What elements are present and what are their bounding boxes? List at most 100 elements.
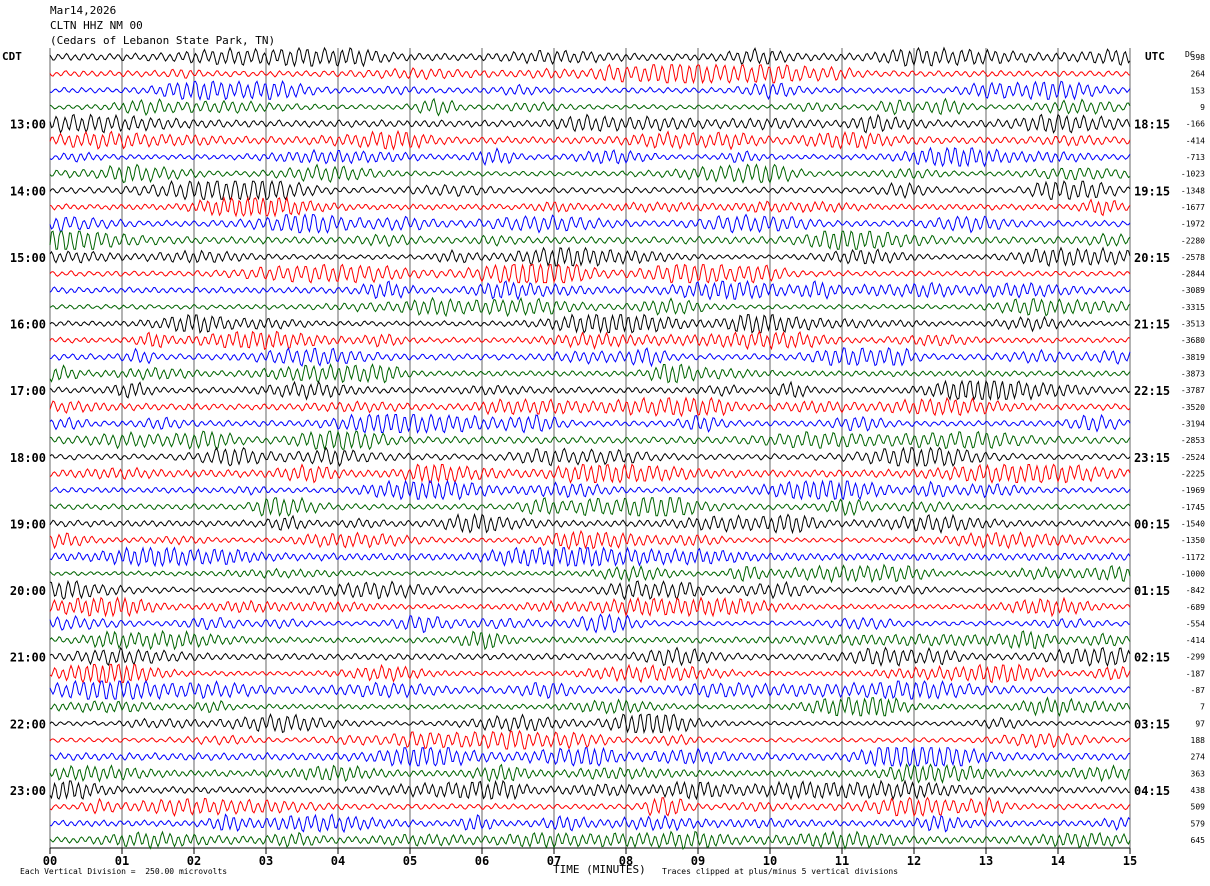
left-time-label: 16:00 bbox=[10, 318, 46, 332]
x-tick-label: 03 bbox=[259, 854, 273, 868]
left-time-label: 21:00 bbox=[10, 651, 46, 665]
dc-offset-value: -1677 bbox=[1181, 203, 1205, 212]
right-time-label: 04:15 bbox=[1134, 784, 1170, 798]
seismic-trace bbox=[49, 63, 1131, 85]
x-tick-label: 04 bbox=[331, 854, 345, 868]
dc-offset-value: 398 bbox=[1191, 53, 1206, 62]
dc-offset-value: -2280 bbox=[1181, 236, 1205, 245]
x-tick-labels: 00 01 02 03 04 05 06 07 08 09 10 11 12 13 14 15 bbox=[43, 854, 1137, 868]
right-time-label: 21:15 bbox=[1134, 318, 1170, 332]
dc-offset-value: 438 bbox=[1191, 786, 1206, 795]
dc-offset-value: -689 bbox=[1186, 603, 1205, 612]
dc-offset-value: 97 bbox=[1195, 719, 1205, 728]
dc-offset-value: -3787 bbox=[1181, 386, 1205, 395]
seismic-trace bbox=[49, 379, 1131, 401]
seismic-trace bbox=[49, 97, 1131, 117]
left-timezone-label: CDT bbox=[2, 50, 22, 63]
seismic-trace bbox=[49, 46, 1131, 68]
dc-offset-value: -3819 bbox=[1181, 353, 1205, 362]
right-time-label: 22:15 bbox=[1134, 384, 1170, 398]
seismic-trace bbox=[49, 246, 1131, 267]
left-time-label: 17:00 bbox=[10, 384, 46, 398]
seismic-trace bbox=[49, 713, 1131, 735]
dc-offset-value: 188 bbox=[1191, 736, 1206, 745]
left-time-label: 14:00 bbox=[10, 184, 46, 198]
seismic-trace bbox=[49, 613, 1131, 634]
dc-offset-value: -3194 bbox=[1181, 420, 1205, 429]
dc-offset-value: 7 bbox=[1200, 703, 1205, 712]
x-tick-label: 06 bbox=[475, 854, 489, 868]
seismic-trace bbox=[49, 529, 1131, 551]
seismic-trace bbox=[49, 313, 1131, 334]
left-time-label: 20:00 bbox=[10, 584, 46, 598]
seismic-trace bbox=[49, 663, 1131, 684]
dc-offset-value: -713 bbox=[1186, 153, 1205, 162]
dc-offset-value: -3089 bbox=[1181, 286, 1205, 295]
seismic-trace bbox=[49, 363, 1131, 384]
x-tick-label: 09 bbox=[691, 854, 705, 868]
left-time-label: 19:00 bbox=[10, 517, 46, 531]
dc-offset-value: -3680 bbox=[1181, 336, 1205, 345]
seismic-trace bbox=[49, 463, 1131, 484]
dc-offset-value: -299 bbox=[1186, 653, 1205, 662]
dc-offset-value: -1972 bbox=[1181, 220, 1205, 229]
dc-offset-value: -3315 bbox=[1181, 303, 1205, 312]
seismic-trace bbox=[49, 512, 1131, 535]
seismic-trace bbox=[49, 546, 1131, 568]
seismic-trace bbox=[49, 830, 1131, 851]
left-time-label: 18:00 bbox=[10, 451, 46, 465]
x-tick-label: 15 bbox=[1123, 854, 1137, 868]
seismic-trace bbox=[49, 446, 1131, 468]
x-tick-label: 00 bbox=[43, 854, 57, 868]
seismic-trace bbox=[49, 579, 1131, 601]
station-location: (Cedars of Lebanon State Park, TN) bbox=[50, 34, 276, 47]
x-tick-label: 07 bbox=[547, 854, 561, 868]
seismic-trace bbox=[49, 796, 1131, 818]
seismic-trace bbox=[49, 129, 1131, 151]
seismic-trace bbox=[49, 479, 1131, 501]
station-code: CLTN HHZ NM 00 bbox=[50, 19, 143, 32]
dc-offset-value: 363 bbox=[1191, 769, 1206, 778]
seismic-trace bbox=[49, 346, 1131, 368]
dc-offset-value: -1348 bbox=[1181, 186, 1205, 195]
dc-offset-value: -1350 bbox=[1181, 536, 1205, 545]
seismic-trace bbox=[49, 763, 1131, 784]
seismic-trace bbox=[49, 779, 1131, 801]
seismic-trace bbox=[49, 745, 1131, 768]
x-tick-label: 11 bbox=[835, 854, 849, 868]
dc-offset-value: -1000 bbox=[1181, 569, 1205, 578]
seismic-trace bbox=[49, 296, 1131, 318]
seismic-trace bbox=[49, 696, 1131, 717]
dc-offset-value: 579 bbox=[1191, 819, 1206, 828]
seismic-trace bbox=[49, 596, 1131, 618]
seismic-trace bbox=[49, 729, 1131, 750]
right-time-labels: 18:15 19:15 20:15 21:15 22:15 23:15 00:15 01:15… bbox=[1134, 118, 1170, 798]
dc-offset-value: -3513 bbox=[1181, 320, 1205, 329]
dc-offset-value: -1969 bbox=[1181, 486, 1205, 495]
dc-offset-value: 153 bbox=[1191, 86, 1206, 95]
x-tick-label: 05 bbox=[403, 854, 417, 868]
left-time-label: 13:00 bbox=[10, 118, 46, 132]
dc-offset-value: 264 bbox=[1191, 70, 1206, 79]
seismic-trace bbox=[49, 279, 1131, 301]
seismic-trace bbox=[49, 113, 1131, 134]
dc-offset-value: 274 bbox=[1191, 753, 1206, 762]
dc-offset-value: -2844 bbox=[1181, 270, 1205, 279]
dc-offset-value: 645 bbox=[1191, 836, 1206, 845]
x-tick-label: 13 bbox=[979, 854, 993, 868]
x-axis-label: TIME (MINUTES) bbox=[553, 863, 646, 876]
dc-offset-value: 9 bbox=[1200, 103, 1205, 112]
trace-group bbox=[49, 46, 1131, 851]
seismic-trace bbox=[49, 146, 1131, 168]
dc-offset-value: -3520 bbox=[1181, 403, 1205, 412]
dc-offset-value: -87 bbox=[1191, 686, 1206, 695]
seismic-trace bbox=[49, 263, 1131, 284]
seismic-trace bbox=[49, 396, 1131, 418]
dc-offset-value: -414 bbox=[1186, 636, 1205, 645]
seismic-trace bbox=[49, 196, 1131, 218]
x-tick-label: 10 bbox=[763, 854, 777, 868]
x-tick-label: 08 bbox=[619, 854, 633, 868]
seismic-trace bbox=[49, 329, 1131, 351]
dc-offset-value: -166 bbox=[1186, 120, 1205, 129]
seismic-trace bbox=[49, 230, 1131, 250]
